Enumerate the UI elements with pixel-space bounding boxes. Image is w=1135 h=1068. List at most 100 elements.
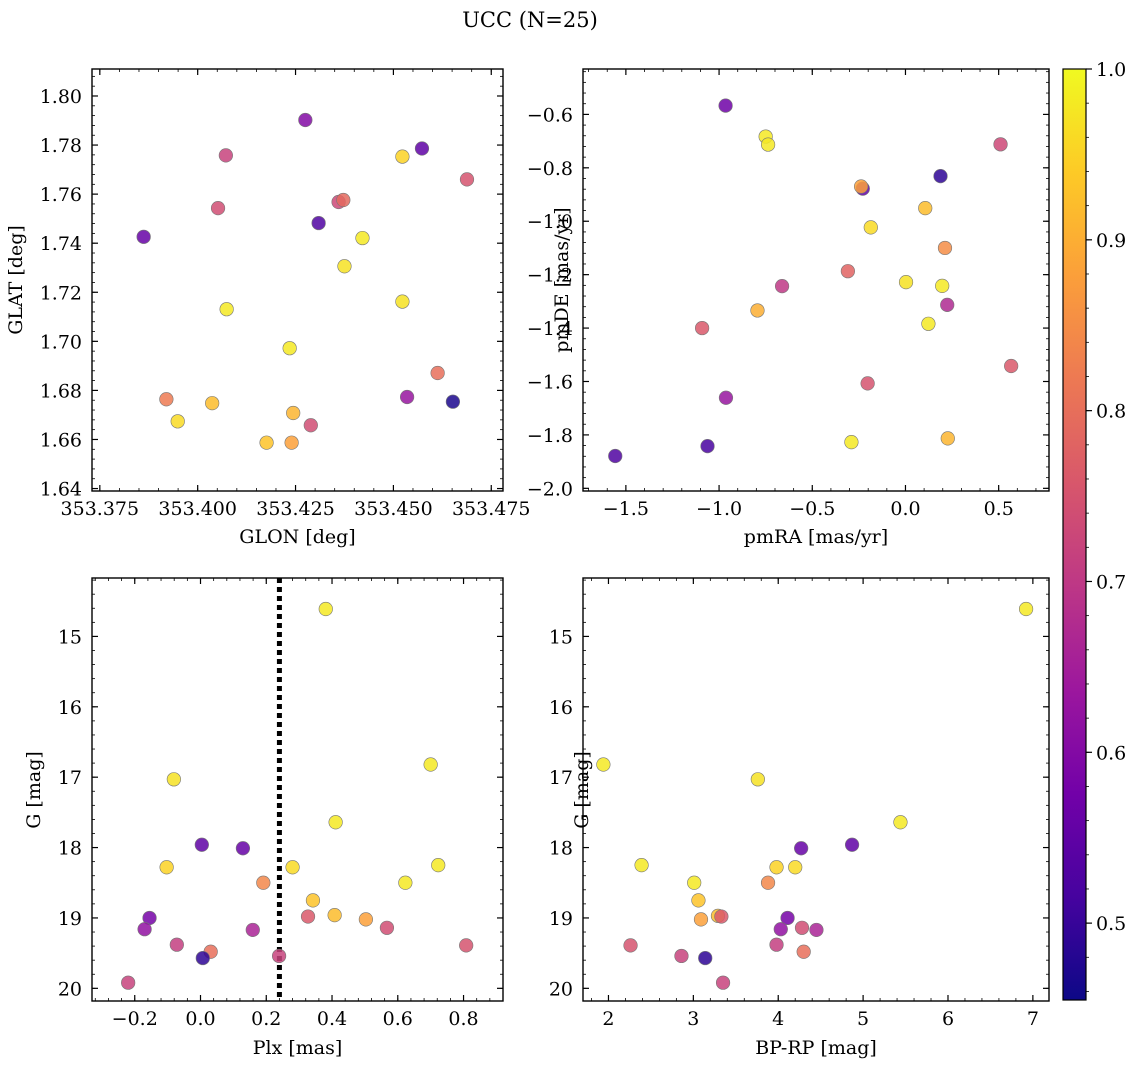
- data-point: [993, 137, 1008, 152]
- y-tick-label: −1.8: [527, 425, 573, 447]
- data-point: [840, 264, 855, 279]
- data-point: [166, 772, 181, 787]
- y-axis-label: GLAT [deg]: [5, 225, 27, 335]
- x-axis-label: pmRA [mas/yr]: [744, 526, 888, 548]
- colorbar-tick-label: 0.6: [1096, 742, 1126, 764]
- y-tick-label: 1.64: [40, 479, 82, 501]
- x-tick-label: −1.5: [603, 498, 649, 520]
- data-point: [854, 179, 869, 194]
- data-point: [691, 893, 706, 908]
- data-point: [218, 148, 233, 163]
- data-point: [750, 772, 765, 787]
- y-tick-label: −1.4: [527, 318, 573, 340]
- data-point: [935, 278, 950, 293]
- data-point: [379, 920, 395, 935]
- data-point: [136, 229, 151, 244]
- x-tick-label: −0.2: [112, 1008, 158, 1030]
- data-point: [328, 815, 343, 830]
- y-tick-label: 1.66: [40, 429, 82, 451]
- data-point: [1018, 601, 1034, 617]
- data-point: [423, 757, 438, 772]
- x-tick-label: 6: [942, 1008, 954, 1030]
- colorbar-bar: [1062, 68, 1087, 1001]
- data-point: [794, 920, 810, 935]
- axes-frame: [582, 68, 1050, 492]
- data-point: [395, 149, 410, 164]
- data-point: [355, 230, 370, 246]
- data-point: [245, 922, 260, 938]
- data-point: [459, 172, 475, 187]
- data-point: [714, 909, 729, 924]
- x-tick-label: 353.375: [61, 498, 140, 520]
- data-point: [284, 435, 299, 450]
- data-point: [398, 875, 413, 890]
- y-tick-label: 20: [549, 978, 573, 1000]
- data-point: [608, 448, 623, 464]
- data-point: [358, 912, 373, 927]
- data-point: [431, 858, 446, 873]
- panel-glon-glat: 353.375 353.400 353.425 353.450 353.475 1.64 1…: [5, 68, 531, 548]
- data-point: [285, 860, 300, 875]
- data-point: [674, 948, 689, 964]
- data-point: [286, 405, 301, 421]
- y-tick-label: 1.72: [40, 282, 82, 304]
- data-point: [715, 975, 731, 990]
- y-tick-label: 16: [549, 697, 573, 719]
- data-point: [336, 192, 351, 208]
- y-tick-label: 1.80: [40, 86, 82, 108]
- y-tick-label: 1.78: [40, 135, 82, 157]
- x-tick-label: 4: [772, 1008, 784, 1030]
- x-axis-label: GLON [deg]: [239, 526, 355, 548]
- y-tick-label: 1.68: [40, 380, 82, 402]
- data-point: [445, 394, 460, 409]
- data-point: [459, 938, 474, 953]
- data-point: [898, 275, 914, 290]
- data-point: [844, 435, 859, 450]
- y-axis-label: pmDE [mas/yr]: [551, 207, 573, 352]
- data-point: [796, 944, 811, 959]
- data-point: [698, 950, 713, 966]
- data-point: [634, 858, 649, 873]
- colorbar-tick-label: 1.0: [1096, 59, 1126, 81]
- y-tick-label: 19: [58, 908, 82, 930]
- y-tick-label: −1.2: [527, 265, 573, 287]
- data-point: [718, 98, 733, 113]
- data-point: [860, 376, 875, 391]
- data-point: [219, 302, 234, 317]
- y-tick-label: −0.6: [527, 104, 573, 126]
- points: [608, 98, 1019, 464]
- data-point: [194, 837, 209, 852]
- data-point: [940, 297, 955, 312]
- x-tick-label: 3: [687, 1008, 699, 1030]
- x-tick-label: 0.4: [317, 1008, 347, 1030]
- x-tick-label: −1.0: [696, 498, 742, 520]
- data-point: [773, 922, 788, 937]
- data-point: [596, 757, 611, 772]
- data-point: [318, 601, 333, 617]
- data-point: [137, 922, 152, 937]
- x-tick-label: 353.425: [256, 498, 335, 520]
- y-tick-label: −1.6: [527, 371, 573, 393]
- data-point: [282, 341, 297, 356]
- y-tick-label: 1.74: [40, 233, 82, 255]
- y-tick-label: 16: [58, 697, 82, 719]
- x-axis-label: BP-RP [mag]: [755, 1037, 877, 1059]
- x-tick-label: 0.0: [185, 1008, 215, 1030]
- data-point: [937, 240, 953, 256]
- y-tick-label: 1.70: [40, 331, 82, 353]
- data-point: [700, 439, 715, 454]
- data-point: [400, 389, 415, 405]
- y-tick-label: 18: [58, 838, 82, 860]
- data-point: [337, 259, 352, 274]
- data-point: [780, 910, 795, 926]
- points: [136, 112, 475, 450]
- colorbar-tick-label: 0.5: [1096, 913, 1126, 935]
- y-tick-label: 15: [58, 626, 82, 648]
- x-tick-label: 353.475: [452, 498, 531, 520]
- data-point: [933, 169, 948, 184]
- data-point: [863, 220, 878, 235]
- data-point: [305, 893, 321, 908]
- x-tick-label: 2: [602, 1008, 614, 1030]
- y-tick-label: 18: [549, 838, 573, 860]
